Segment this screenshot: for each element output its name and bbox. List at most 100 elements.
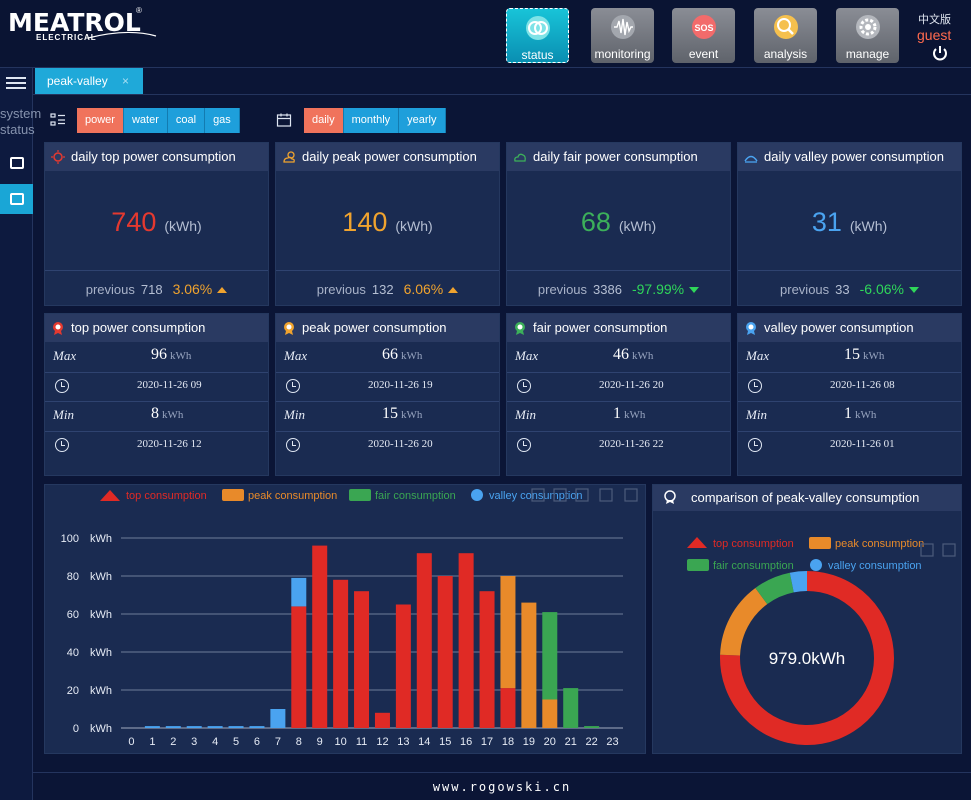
card-unit: (kWh) [849, 218, 888, 234]
bar-top-consumption [291, 606, 307, 728]
bar-top-consumption [458, 553, 474, 728]
min-value-wrap: 1 kWh [844, 405, 876, 423]
bar-top-consumption [374, 712, 390, 728]
bar-valley-consumption [249, 726, 265, 728]
donut-slice-peak-consumption [720, 587, 768, 656]
energy-option-coal[interactable]: coal [167, 108, 206, 133]
legend-rect-icon [809, 537, 831, 549]
refresh-icon [624, 488, 638, 502]
registered-mark-icon: ® [136, 6, 142, 15]
sidebar-label-line2: status [0, 122, 35, 137]
max-row: Max 46 kWh [507, 343, 730, 373]
card-value-row: 740 (kWh) [45, 207, 268, 238]
card-title: daily valley power consumption [764, 149, 944, 164]
unit: kWh [863, 350, 885, 362]
sun-icon [51, 150, 65, 164]
data-view-icon [920, 543, 934, 557]
legend-circle-icon [471, 489, 483, 501]
min-time-row: 2020-11-26 01 [738, 431, 961, 461]
bar-fair-consumption [563, 688, 579, 728]
medal-icon [515, 322, 525, 335]
windows-icon [9, 193, 24, 205]
close-icon[interactable]: × [121, 74, 129, 88]
legend-item: valley consumption [810, 559, 922, 572]
legend-label: valley consumption [489, 490, 583, 502]
previous-label: previous [316, 282, 366, 297]
min-time: 2020-11-26 01 [830, 438, 895, 450]
card-header: daily top power consumption [45, 143, 268, 171]
hourly-consumption-chart: top consumption peak consumption fair cons… [61, 488, 638, 748]
card-header: peak power consumption [276, 314, 499, 342]
stat-card-fair: fair power consumption Max 46 kWh 2020-11… [506, 313, 731, 476]
unit: kWh [855, 409, 877, 421]
period-option-monthly[interactable]: monthly [343, 108, 400, 133]
summary-card-peak: daily peak power consumption 140 (kWh) pr… [275, 142, 500, 306]
card-value: 68 [580, 207, 611, 237]
sidebar-item-overview[interactable] [0, 148, 33, 178]
clock-icon [55, 379, 69, 393]
x-tick-label: 0 [128, 736, 134, 748]
min-value: 1 [844, 405, 852, 422]
card-header: valley power consumption [738, 314, 961, 342]
svg-text:SOS: SOS [694, 23, 713, 33]
calendar-icon [276, 113, 292, 127]
tab-peak-valley[interactable]: peak-valley × [35, 68, 143, 94]
card-footer: previous 132 6.06% [276, 270, 499, 306]
sidebar-item-peak-valley[interactable] [0, 184, 33, 214]
max-time-row: 2020-11-26 09 [45, 372, 268, 402]
legend-item: top consumption [687, 537, 794, 550]
card-value: 140 [342, 207, 388, 237]
bar-top-consumption [416, 553, 432, 728]
max-time: 2020-11-26 19 [368, 379, 433, 391]
card-header: top power consumption [45, 314, 268, 342]
stat-card-top: top power consumption Max 96 kWh 2020-11-… [44, 313, 269, 476]
download-icon [599, 488, 613, 502]
username[interactable]: guest [917, 27, 952, 43]
previous-label: previous [85, 282, 135, 297]
x-tick-label: 2 [170, 736, 176, 748]
card-header: daily fair power consumption [507, 143, 730, 171]
card-title: fair power consumption [533, 320, 668, 335]
max-label: Max [515, 348, 539, 363]
legend-item: peak consumption [809, 537, 924, 550]
medal-icon [53, 322, 63, 335]
power-icon[interactable] [931, 44, 949, 62]
y-unit-label: kWh [90, 685, 112, 697]
energy-option-power[interactable]: power [77, 108, 124, 133]
nav-manage-button[interactable]: manage [836, 8, 899, 63]
card-title: daily top power consumption [71, 149, 236, 164]
x-tick-label: 15 [439, 736, 451, 748]
card-title: top power consumption [71, 320, 206, 335]
menu-icon[interactable] [6, 74, 26, 90]
x-tick-label: 21 [565, 736, 577, 748]
legend-item: top consumption [100, 490, 207, 502]
y-unit-label: kWh [90, 723, 112, 735]
nav-analysis-button[interactable]: analysis [754, 8, 817, 63]
energy-option-gas[interactable]: gas [205, 108, 240, 133]
summary-card-fair: daily fair power consumption 68 (kWh) pre… [506, 142, 731, 306]
brand-name: MEATROL [8, 8, 141, 37]
clock-icon [748, 379, 762, 393]
card-header: daily peak power consumption [276, 143, 499, 171]
nav-status-button[interactable]: status [506, 8, 569, 63]
energy-option-water[interactable]: water [123, 108, 168, 133]
clock-icon [517, 379, 531, 393]
period-option-daily[interactable]: daily [304, 108, 344, 133]
y-tick-label: 100 [61, 533, 79, 545]
unit: kWh [170, 350, 192, 362]
panel-title: comparison of peak-valley consumption [691, 490, 920, 505]
min-value-wrap: 1 kWh [613, 405, 645, 423]
nav-monitoring-button[interactable]: monitoring [591, 8, 654, 63]
language-switch[interactable]: 中文版 [918, 14, 951, 26]
max-value: 66 [382, 346, 398, 363]
summary-card-top: daily top power consumption 740 (kWh) pre… [44, 142, 269, 306]
bar-valley-consumption [186, 726, 202, 728]
card-footer: previous 33 -6.06% [738, 270, 961, 306]
nav-event-button[interactable]: SOS event [672, 8, 735, 63]
bar-valley-consumption [228, 726, 244, 728]
min-time: 2020-11-26 12 [137, 438, 202, 450]
valley-icon [744, 155, 758, 163]
legend-item: valley consumption [471, 489, 583, 502]
bar-valley-consumption [207, 726, 223, 728]
period-option-yearly[interactable]: yearly [399, 108, 446, 133]
